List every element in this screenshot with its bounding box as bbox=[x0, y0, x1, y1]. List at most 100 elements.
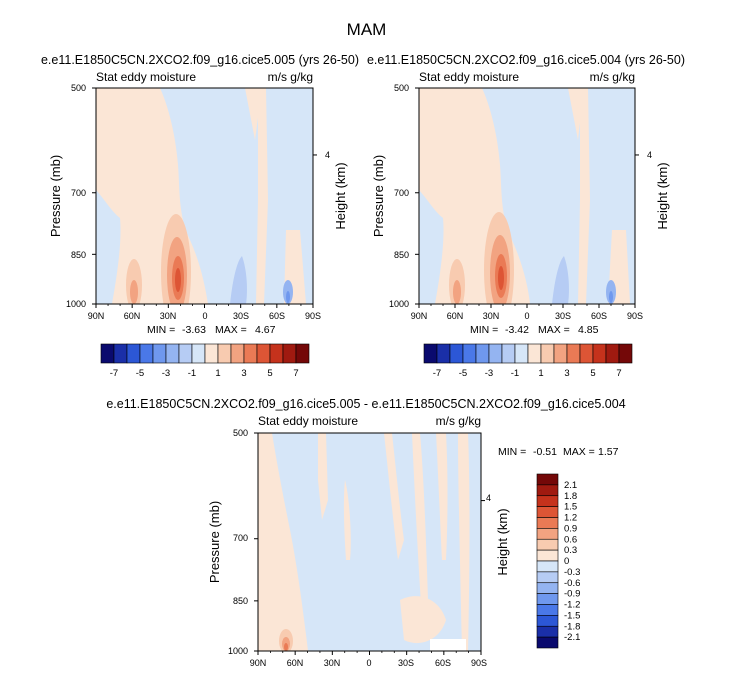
panel-3-orange-stripe-3 bbox=[384, 433, 404, 560]
panel-2-y-tick-500: 500 bbox=[394, 83, 409, 93]
panel-3-y-tick-1000: 1000 bbox=[228, 646, 248, 656]
cbar-p2-label-6: 5 bbox=[590, 368, 595, 379]
cbar-p2-label-1: -5 bbox=[459, 368, 467, 379]
panel-1-ticks bbox=[92, 87, 317, 308]
cbar-p1-label-0: -7 bbox=[110, 368, 118, 379]
panel-3-orange-stripe-5 bbox=[436, 433, 448, 560]
cbar-p3-label-1: 1.8 bbox=[564, 491, 577, 502]
cbar-p2-swatch-15 bbox=[618, 343, 633, 364]
panel-2-ylabel: Pressure (mb) bbox=[371, 155, 386, 237]
panel-3-spot-3 bbox=[284, 643, 288, 651]
cbar-p1-swatch-14 bbox=[282, 343, 297, 364]
panel-3-orange-left bbox=[258, 433, 308, 651]
cbar-p1-swatch-7 bbox=[191, 343, 206, 364]
panel-2-left-label: Stat eddy moisture bbox=[419, 70, 519, 84]
panel-2-title: e.e11.E1850C5CN.2XCO2.f09_g16.cice5.004 … bbox=[367, 53, 685, 67]
cbar-p3-label-14: -2.1 bbox=[564, 632, 580, 643]
panel-3-min-label: MIN = bbox=[498, 446, 526, 458]
panel-1-colorbar: -7 -5 -3 -1 1 3 5 7 bbox=[100, 343, 310, 379]
cbar-p1-swatch-6 bbox=[178, 343, 193, 364]
cbar-p3-swatch-12 bbox=[536, 604, 559, 616]
panel-1-blue-dip bbox=[230, 256, 247, 304]
cbar-p3-swatch-10 bbox=[536, 582, 559, 594]
panel-1-ylabel: Pressure (mb) bbox=[48, 155, 63, 237]
cbar-p3-label-0: 2.1 bbox=[564, 480, 577, 491]
cbar-p2-swatch-6 bbox=[501, 343, 516, 364]
cbar-p3-swatch-1 bbox=[536, 484, 559, 497]
cbar-p1-label-1: -5 bbox=[136, 368, 144, 379]
cbar-p3-label-8: -0.3 bbox=[564, 567, 580, 578]
cbar-p2-swatch-12 bbox=[579, 343, 594, 364]
panel-1-height-tick: 4 bbox=[325, 150, 330, 160]
panel-3-x-tick-30n: 30N bbox=[324, 658, 341, 668]
cbar-p1-swatch-0 bbox=[100, 343, 115, 364]
cbar-p3-swatch-8 bbox=[536, 560, 559, 573]
cbar-p2-label-4: 1 bbox=[538, 368, 543, 379]
cbar-p1-swatch-10 bbox=[230, 343, 245, 364]
panel-1-left-label: Stat eddy moisture bbox=[96, 70, 196, 84]
cbar-p2-swatch-1 bbox=[436, 343, 451, 364]
cbar-p3-label-11: -1.2 bbox=[564, 600, 580, 611]
panel-1-x-tick-90n: 90N bbox=[88, 311, 105, 321]
cbar-p2-swatch-10 bbox=[553, 343, 568, 364]
cbar-p3-swatch-9 bbox=[536, 571, 559, 584]
cbar-p2-label-3: -1 bbox=[511, 368, 519, 379]
panel-3-field bbox=[258, 433, 481, 651]
panel-3-height-tick: 4 bbox=[486, 493, 491, 503]
cbar-p3-label-5: 0.6 bbox=[564, 534, 577, 545]
cbar-p2-swatch-11 bbox=[566, 343, 581, 364]
cbar-p1-swatch-12 bbox=[256, 343, 271, 364]
panel-3-x-tick-0: 0 bbox=[366, 658, 371, 668]
panel-2-blue-dip bbox=[552, 256, 569, 304]
cbar-p1-swatch-11 bbox=[243, 343, 258, 364]
cbar-p1-swatch-3 bbox=[139, 343, 154, 364]
cbar-p1-label-4: 1 bbox=[215, 368, 220, 379]
panel-3: e.e11.E1850C5CN.2XCO2.f09_g16.cice5.005 … bbox=[106, 397, 625, 668]
panel-1-blob-l4 bbox=[175, 268, 181, 292]
panel-3-ticks bbox=[254, 432, 485, 655]
cbar-p2-swatch-13 bbox=[592, 343, 607, 364]
main-title: MAM bbox=[346, 20, 387, 39]
panel-2-x-tick-90s: 90S bbox=[627, 311, 643, 321]
panel-3-y-tick-500: 500 bbox=[233, 428, 248, 438]
panel-3-min-value: -0.51 bbox=[533, 446, 557, 458]
cbar-p2-swatch-9 bbox=[540, 343, 555, 364]
panel-2-x-tick-30s: 30S bbox=[555, 311, 571, 321]
panel-2-blue-strip bbox=[419, 190, 444, 304]
panel-2-x-tick-90n: 90N bbox=[411, 311, 428, 321]
cbar-p1-label-7: 7 bbox=[293, 368, 298, 379]
panel-2-blob-l4 bbox=[498, 266, 504, 290]
cbar-p2-label-7: 7 bbox=[616, 368, 621, 379]
panel-3-max-value: 1.57 bbox=[598, 446, 619, 458]
panel-2-height-tick: 4 bbox=[647, 150, 652, 160]
panel-3-title: e.e11.E1850C5CN.2XCO2.f09_g16.cice5.005 … bbox=[106, 397, 625, 411]
panel-3-colorbar: 2.11.81.51.20.90.60.30-0.3-0.6-0.9-1.2-1… bbox=[536, 473, 580, 649]
cbar-p2-swatch-0 bbox=[423, 343, 438, 364]
panel-1-x-tick-60s: 60S bbox=[269, 311, 285, 321]
cbar-p2-label-5: 3 bbox=[564, 368, 569, 379]
panel-2-y-tick-850: 850 bbox=[394, 250, 409, 260]
panel-1-max-value: 4.67 bbox=[255, 324, 276, 336]
cbar-p3-label-7: 0 bbox=[564, 556, 569, 567]
cbar-p1-swatch-8 bbox=[204, 343, 219, 364]
cbar-p2-label-0: -7 bbox=[433, 368, 441, 379]
panel-3-ylabel: Pressure (mb) bbox=[207, 501, 222, 583]
panel-1-x-tick-90s: 90S bbox=[305, 311, 321, 321]
cbar-p3-swatch-15 bbox=[536, 636, 559, 649]
cbar-p3-label-12: -1.5 bbox=[564, 610, 580, 621]
cbar-p3-label-6: 0.3 bbox=[564, 545, 577, 556]
cbar-p2-swatch-5 bbox=[488, 343, 503, 364]
panel-2-x-tick-60n: 60N bbox=[447, 311, 464, 321]
cbar-p2-swatch-14 bbox=[605, 343, 620, 364]
cbar-p1-swatch-2 bbox=[126, 343, 141, 364]
panel-1-ylabel-right: Height (km) bbox=[333, 162, 348, 229]
cbar-p3-label-3: 1.2 bbox=[564, 513, 577, 524]
cbar-p3-swatch-5 bbox=[536, 528, 559, 540]
cbar-p3-swatch-11 bbox=[536, 593, 559, 605]
panel-1-x-tick-30n: 30N bbox=[160, 311, 177, 321]
panel-2-colorbar: -7 -5 -3 -1 1 3 5 7 bbox=[423, 343, 633, 379]
panel-2-x-tick-30n: 30N bbox=[483, 311, 500, 321]
panel-2-y-tick-700: 700 bbox=[394, 188, 409, 198]
panel-1-right-label: m/s g/kg bbox=[268, 70, 313, 84]
